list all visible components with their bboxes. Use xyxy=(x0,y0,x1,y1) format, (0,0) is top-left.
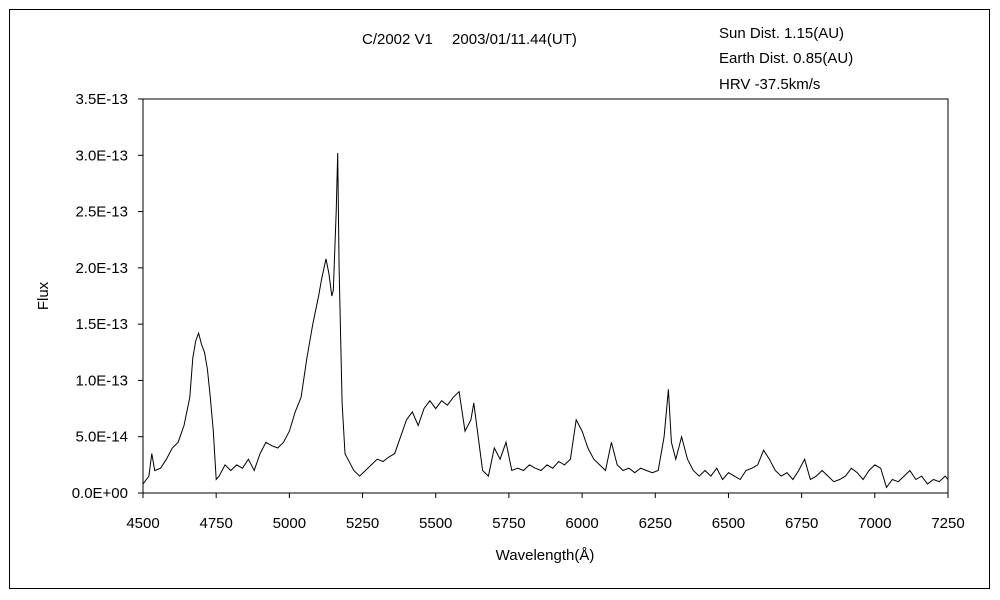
y-tick-label: 0.0E+00 xyxy=(72,485,128,502)
x-tick-label: 6500 xyxy=(712,515,745,532)
x-tick-label: 5250 xyxy=(346,515,379,532)
y-axis-label: Flux xyxy=(35,281,52,310)
chart-title: C/2002 V1 2003/01/11.44(UT) xyxy=(362,31,577,48)
y-tick-label: 2.5E-13 xyxy=(75,204,128,221)
y-tick-label: 3.0E-13 xyxy=(75,147,128,164)
annotation-earth-dist: Earth Dist. 0.85(AU) xyxy=(719,50,853,67)
annotation-sun-dist: Sun Dist. 1.15(AU) xyxy=(719,25,844,42)
axis-ticks xyxy=(138,98,949,498)
y-tick-label: 2.0E-13 xyxy=(75,260,128,277)
x-tick-label: 6750 xyxy=(785,515,818,532)
y-tick-label: 1.0E-13 xyxy=(75,372,128,389)
x-tick-label: 7250 xyxy=(931,515,964,532)
y-tick-label: 3.5E-13 xyxy=(75,91,128,108)
x-tick-label: 4750 xyxy=(199,515,232,532)
x-tick-label: 5750 xyxy=(492,515,525,532)
x-tick-label: 4500 xyxy=(126,515,159,532)
y-tick-label: 5.0E-14 xyxy=(75,429,128,446)
x-tick-labels: 4500 4750 5000 5250 5500 5750 6000 6250 6500 6750… xyxy=(126,515,964,532)
x-tick-label: 5000 xyxy=(273,515,306,532)
x-tick-label: 7000 xyxy=(858,515,891,532)
y-tick-labels: 0.0E+00 5.0E-14 1.0E-13 1.5E-13 2.0E-13 2.5E-… xyxy=(72,91,128,502)
y-tick-label: 1.5E-13 xyxy=(75,316,128,333)
plot-area xyxy=(142,98,949,494)
x-axis-label: Wavelength(Å) xyxy=(496,547,595,564)
spectrum-series-line xyxy=(142,152,949,489)
x-tick-label: 6000 xyxy=(565,515,598,532)
x-tick-label: 6250 xyxy=(639,515,672,532)
annotation-hrv: HRV -37.5km/s xyxy=(719,76,820,93)
x-tick-label: 5500 xyxy=(419,515,452,532)
